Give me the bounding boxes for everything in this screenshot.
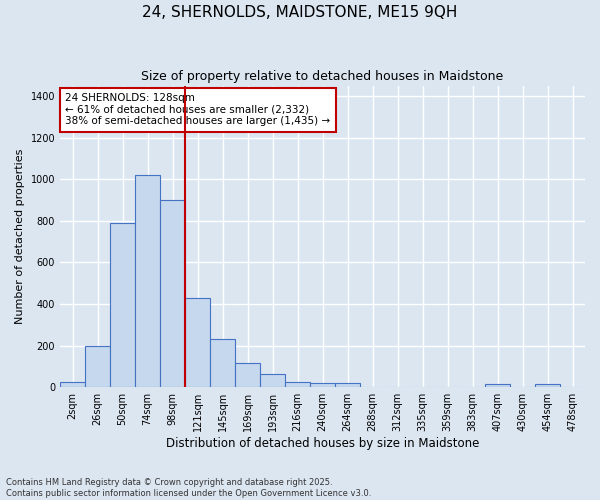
Bar [335, 383, 360, 388]
Text: 24, SHERNOLDS, MAIDSTONE, ME15 9QH: 24, SHERNOLDS, MAIDSTONE, ME15 9QH [142, 5, 458, 20]
Y-axis label: Number of detached properties: Number of detached properties [15, 149, 25, 324]
Bar [210, 340, 235, 388]
Bar [185, 298, 210, 388]
Bar [135, 175, 160, 388]
Bar [535, 384, 560, 388]
Bar [235, 364, 260, 388]
Bar [285, 382, 310, 388]
Title: Size of property relative to detached houses in Maidstone: Size of property relative to detached ho… [142, 70, 503, 83]
Bar [485, 384, 510, 388]
Bar [160, 200, 185, 388]
Bar [260, 374, 285, 388]
Bar [60, 382, 85, 388]
Text: 24 SHERNOLDS: 128sqm
← 61% of detached houses are smaller (2,332)
38% of semi-de: 24 SHERNOLDS: 128sqm ← 61% of detached h… [65, 93, 331, 126]
X-axis label: Distribution of detached houses by size in Maidstone: Distribution of detached houses by size … [166, 437, 479, 450]
Bar [85, 346, 110, 388]
Bar [310, 383, 335, 388]
Bar [110, 223, 135, 388]
Text: Contains HM Land Registry data © Crown copyright and database right 2025.
Contai: Contains HM Land Registry data © Crown c… [6, 478, 371, 498]
